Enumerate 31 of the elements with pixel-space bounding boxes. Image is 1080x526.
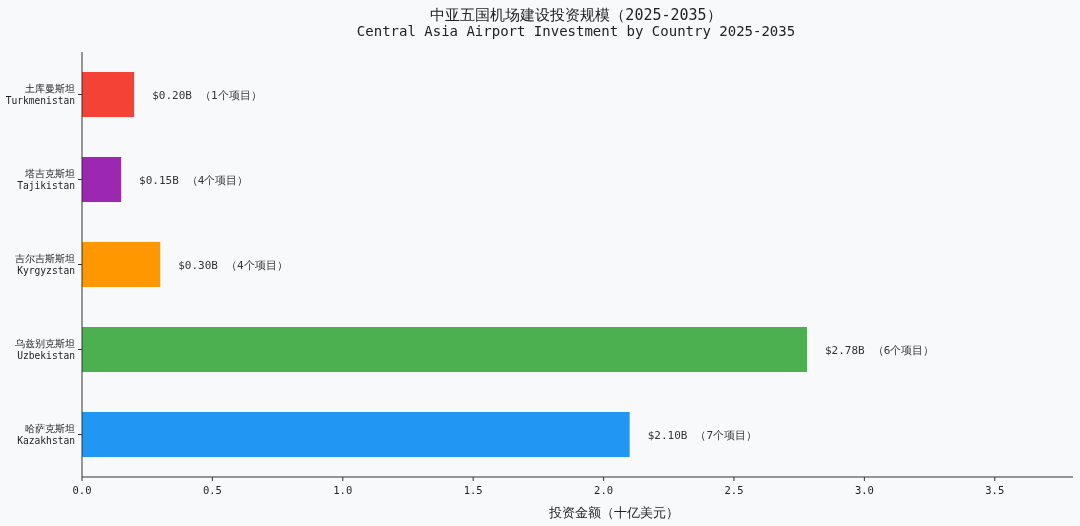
x-tick-label: 0.5 — [202, 484, 222, 496]
annotation: （7个项目） — [695, 428, 758, 442]
x-tick-label: 3.0 — [854, 484, 874, 496]
x-axis-title: 投资金额（十亿美元） — [547, 505, 679, 520]
data-label: $0.15B — [139, 173, 180, 187]
data-label: $0.30B — [178, 258, 219, 272]
y-tick-label: 哈萨克斯坦 Kazakhstan — [17, 422, 75, 446]
x-tick-label: 0.0 — [72, 484, 92, 496]
y-tick-label: 土库曼斯坦 Turkmenistan — [5, 82, 75, 106]
chart-title: 中亚五国机场建设投资规模（2025-2035） — [430, 6, 722, 24]
annotation: （4个项目） — [225, 258, 288, 272]
y-tick-label: 吉尔吉斯斯坦 Kyrgyzstan — [15, 252, 75, 276]
bar — [82, 326, 807, 373]
annotation: （4个项目） — [186, 173, 249, 187]
x-tick-label: 1.5 — [463, 484, 483, 496]
data-label: $2.10B — [647, 428, 688, 442]
x-tick-label: 2.0 — [594, 484, 614, 496]
x-tick-label: 2.5 — [724, 484, 744, 496]
y-tick-label: 乌兹别克斯坦 Uzbekistan — [15, 337, 75, 361]
bar — [82, 411, 630, 458]
data-label: $0.20B — [152, 88, 193, 102]
annotation: （1个项目） — [199, 88, 262, 102]
chart-subtitle: Central Asia Airport Investment by Country 2025-2035 — [356, 23, 796, 39]
x-tick-label: 1.0 — [333, 484, 353, 496]
x-tick-label: 3.5 — [985, 484, 1005, 496]
data-label: $2.78B — [824, 343, 866, 357]
bar — [82, 156, 122, 203]
bar — [82, 241, 161, 288]
annotation: （6个项目） — [872, 343, 935, 357]
y-tick-label: 塔吉克斯坦 Tajikistan — [17, 167, 75, 191]
bar — [82, 71, 135, 118]
